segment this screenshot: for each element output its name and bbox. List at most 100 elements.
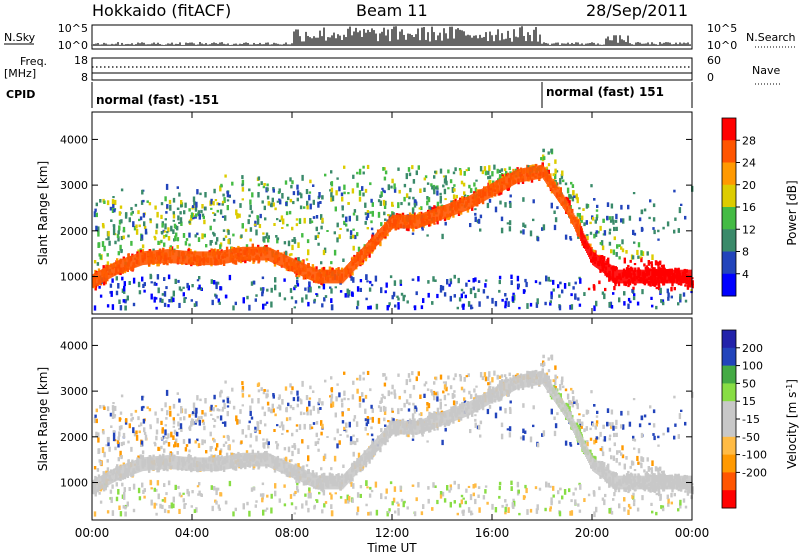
velocity-cell [627, 509, 630, 515]
power-cell [547, 151, 550, 155]
power-band-cell [530, 166, 532, 181]
power-cell [312, 199, 315, 205]
power-cell [638, 217, 642, 222]
power-band-cell [243, 246, 245, 261]
power-cell [655, 286, 659, 290]
nsky-left-tick-bottom: 10^0 [58, 39, 88, 52]
power-cell [103, 200, 106, 204]
velocity-cell [197, 416, 201, 423]
power-band-cell [104, 267, 106, 282]
power-cell [587, 287, 591, 291]
power-cell [421, 228, 424, 231]
power-cell [525, 281, 528, 288]
power-cell [123, 290, 126, 294]
power-band-cell [403, 214, 405, 229]
power-cell [157, 287, 160, 294]
power-band-cell [615, 268, 617, 282]
power-cell [615, 267, 618, 270]
power-cell [299, 205, 303, 210]
power-band-cell [245, 246, 247, 261]
power-cell [568, 282, 571, 287]
power-cell [137, 249, 140, 253]
power-cell [632, 286, 635, 290]
power-cell [210, 248, 213, 253]
power-cell [436, 220, 439, 225]
power-band-cell [672, 269, 674, 284]
power-x-ticks [91, 112, 693, 314]
velocity-cell [156, 480, 160, 486]
velocity-cell [118, 431, 121, 437]
velocity-cell [155, 512, 158, 516]
velocity-cell [552, 494, 555, 498]
power-cell [156, 211, 159, 218]
power-band-cell [148, 250, 150, 265]
power-band-cell [628, 269, 630, 284]
power-band-cell [634, 269, 636, 284]
power-cell [267, 201, 271, 206]
power-cell [677, 302, 680, 306]
power-cell [505, 173, 508, 177]
velocity-cell [448, 489, 451, 493]
velocity-cell [449, 501, 452, 508]
power-cell [589, 231, 593, 235]
power-cell [612, 249, 616, 255]
velocity-cell [364, 427, 367, 431]
power-cell [176, 237, 180, 242]
power-band-cell [199, 251, 201, 266]
power-cell [143, 289, 146, 293]
power-cell [149, 273, 152, 280]
power-cell [579, 217, 582, 222]
power-cell [163, 277, 166, 281]
power-band-cell [386, 221, 388, 236]
power-cell [650, 296, 653, 300]
velocity-cell [156, 417, 159, 424]
power-cell [315, 227, 318, 232]
power-band-cell [633, 269, 635, 284]
power-cell [93, 211, 97, 218]
power-band-cell [344, 267, 346, 282]
power-band-cell [211, 251, 213, 266]
power-band-cell [271, 248, 273, 263]
power-band-cell [583, 233, 585, 247]
velocity-cell [221, 421, 225, 424]
velocity-cell [352, 418, 356, 422]
power-cell [498, 289, 501, 293]
power-band-cell [424, 212, 426, 226]
power-cell [465, 169, 468, 172]
power-band-cell [302, 262, 304, 277]
power-band-cell [115, 261, 117, 276]
power-band-cell [321, 269, 323, 284]
power-cell [351, 271, 354, 276]
velocity-cell [164, 429, 167, 436]
velocity-cell [362, 371, 365, 375]
power-cell [565, 196, 568, 200]
velocity-cell [109, 412, 113, 417]
power-band-cell [382, 225, 384, 240]
power-band-cell [146, 251, 148, 265]
velocity-cell [258, 430, 262, 435]
power-cell [569, 238, 573, 241]
power-cell [558, 305, 562, 311]
velocity-cell [172, 420, 176, 425]
power-band-cell [541, 164, 543, 179]
power-band-cell [457, 200, 459, 214]
power-cell [221, 200, 225, 204]
velocity-cell [447, 375, 450, 380]
power-cell [439, 168, 443, 174]
velocity-cell [155, 503, 158, 506]
power-cell [475, 179, 478, 182]
velocity-cell [296, 396, 300, 402]
power-cell [296, 279, 299, 285]
velocity-cell [474, 418, 477, 422]
velocity-cell [369, 511, 372, 516]
velocity-cell [276, 443, 280, 447]
velocity-cell [662, 487, 665, 492]
power-cell [111, 304, 115, 310]
power-cell [166, 262, 169, 266]
power-cell [661, 265, 664, 267]
power-band-cell [184, 250, 186, 265]
power-cell [519, 230, 523, 234]
power-cell [281, 227, 284, 229]
power-band-cell [625, 269, 627, 284]
velocity-cell [120, 425, 123, 430]
